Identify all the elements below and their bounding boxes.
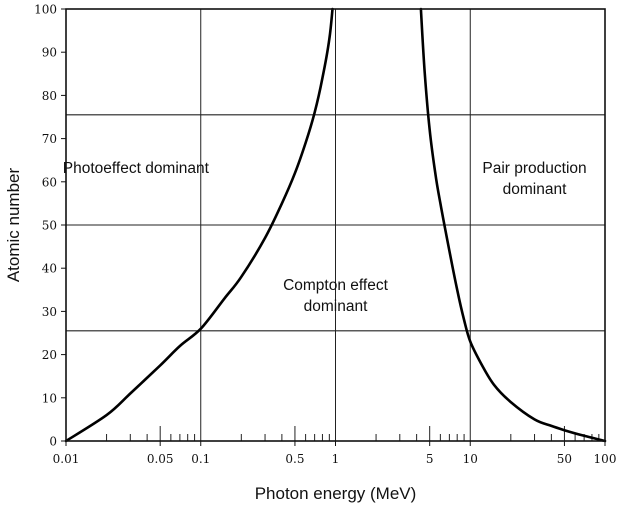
x-axis-title: Photon energy (MeV): [255, 484, 417, 503]
annotations: Photoeffect dominant Compton effect domina…: [63, 160, 587, 315]
y-axis-title: Atomic number: [4, 168, 23, 283]
region-label-compton: Compton effect dominant: [283, 277, 389, 315]
y-tick-label: 30: [42, 305, 57, 319]
x-tick-label: 0.01: [53, 452, 80, 466]
grid: [66, 9, 605, 441]
region-label-photo: Photoeffect dominant: [63, 160, 210, 177]
x-tick-label: 50: [557, 452, 572, 466]
photo-compton-boundary-line: [64, 7, 334, 443]
x-tick-label: 0.5: [285, 452, 304, 466]
x-axis-ticks: 0.01 0.05 0.1 0.5 1 5 10 50 100: [53, 441, 617, 466]
y-tick-label: 50: [42, 219, 57, 233]
minor-ticks: [106, 426, 600, 441]
y-tick-label: 40: [42, 262, 57, 276]
y-tick-label: 100: [34, 3, 57, 17]
y-axis-ticks: 0 10 20 30 40 50 60 70 80 90 100: [34, 3, 66, 449]
compton-pair-boundary-line: [419, 7, 607, 443]
x-tick-label: 1: [332, 452, 340, 466]
x-tick-label: 0.05: [147, 452, 174, 466]
x-tick-label: 5: [426, 452, 434, 466]
x-tick-label: 10: [463, 452, 478, 466]
y-tick-label: 0: [49, 435, 57, 449]
series: [64, 7, 607, 443]
y-tick-label: 80: [42, 89, 57, 103]
y-tick-label: 20: [42, 348, 57, 362]
x-tick-label: 0.1: [191, 452, 210, 466]
y-tick-label: 70: [42, 132, 57, 146]
region-label-pair: Pair production dominant: [482, 160, 586, 198]
x-tick-label: 100: [594, 452, 617, 466]
y-tick-label: 90: [42, 46, 57, 60]
y-tick-label: 60: [42, 175, 57, 189]
y-tick-label: 10: [42, 391, 57, 405]
